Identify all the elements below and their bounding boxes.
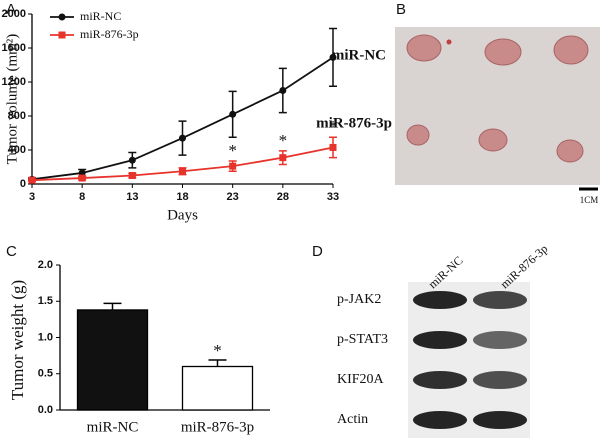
x-tick-label: 23 — [227, 191, 239, 203]
y-tick-label: 1600 — [2, 42, 26, 54]
panel-label: C — [6, 243, 17, 260]
blot-band — [413, 371, 467, 389]
blot-bands — [413, 291, 527, 429]
blot-band — [413, 331, 467, 349]
bar — [76, 309, 149, 411]
legend-label: miR-876-3p — [80, 27, 139, 41]
blot-band — [413, 291, 467, 309]
significance-mark: * — [279, 131, 288, 150]
protein-label: p-JAK2 — [337, 292, 381, 307]
y-tick-label: 0.5 — [38, 368, 53, 380]
panel-label: D — [312, 243, 323, 260]
legend-label: miR-NC — [80, 9, 121, 23]
protein-label: Actin — [337, 412, 368, 427]
significance-mark: * — [213, 341, 222, 360]
scale-label: 1CM — [580, 195, 599, 205]
y-tick-label: 2000 — [2, 8, 26, 20]
marker — [128, 156, 136, 164]
x-tick-label: 13 — [126, 191, 138, 203]
marker — [329, 143, 337, 151]
y-axis-label: Tumor volume (mm²) — [4, 34, 20, 165]
panel-label: B — [396, 1, 406, 18]
legend-marker — [58, 13, 66, 21]
marker — [279, 154, 287, 162]
y-tick-label: 0 — [20, 178, 26, 190]
error-bar — [208, 359, 227, 367]
marker — [329, 53, 337, 61]
y-tick-label: 2.0 — [38, 259, 53, 271]
blot-band — [473, 411, 527, 429]
error-bar — [103, 302, 122, 310]
marker — [229, 162, 237, 170]
blot-band — [473, 291, 527, 309]
y-tick-label: 800 — [8, 110, 26, 122]
panel-label: A — [6, 1, 16, 18]
marker — [279, 87, 287, 94]
blot-band — [473, 331, 527, 349]
marker — [28, 176, 36, 184]
y-tick-label: 1200 — [2, 76, 26, 88]
y-axis-label: Tumor weight (g) — [8, 280, 27, 400]
marker — [128, 172, 136, 179]
x-tick-label: 28 — [277, 191, 289, 203]
series-line — [31, 56, 334, 181]
y-tick-label: 400 — [8, 144, 26, 156]
x-tick-label: miR-876-3p — [181, 419, 254, 435]
y-tick-label: 0.0 — [38, 404, 53, 416]
y-tick-label: 1.0 — [38, 331, 53, 343]
marker — [179, 134, 186, 142]
y-tick-label: 1.5 — [38, 295, 53, 307]
x-tick-label: 18 — [176, 191, 188, 203]
marker — [78, 174, 86, 182]
x-tick-label: 8 — [79, 191, 85, 203]
marker — [229, 110, 237, 118]
photo-label: miR-NC — [332, 47, 386, 63]
significance-mark: * — [228, 141, 237, 160]
photo-label: miR-876-3p — [316, 115, 392, 131]
marker — [179, 167, 186, 175]
x-tick-label: 3 — [29, 191, 35, 203]
legend-marker — [58, 31, 66, 39]
blot-band — [413, 411, 467, 429]
protein-label: p-STAT3 — [337, 332, 388, 347]
tumors — [406, 34, 589, 163]
x-tick-label: miR-NC — [87, 419, 139, 435]
blot-band — [473, 371, 527, 389]
x-tick-label: 33 — [327, 191, 339, 203]
significance-mark: * — [329, 117, 338, 136]
x-axis-label: Days — [167, 207, 198, 223]
bar — [181, 365, 254, 411]
protein-label: KIF20A — [337, 372, 385, 387]
